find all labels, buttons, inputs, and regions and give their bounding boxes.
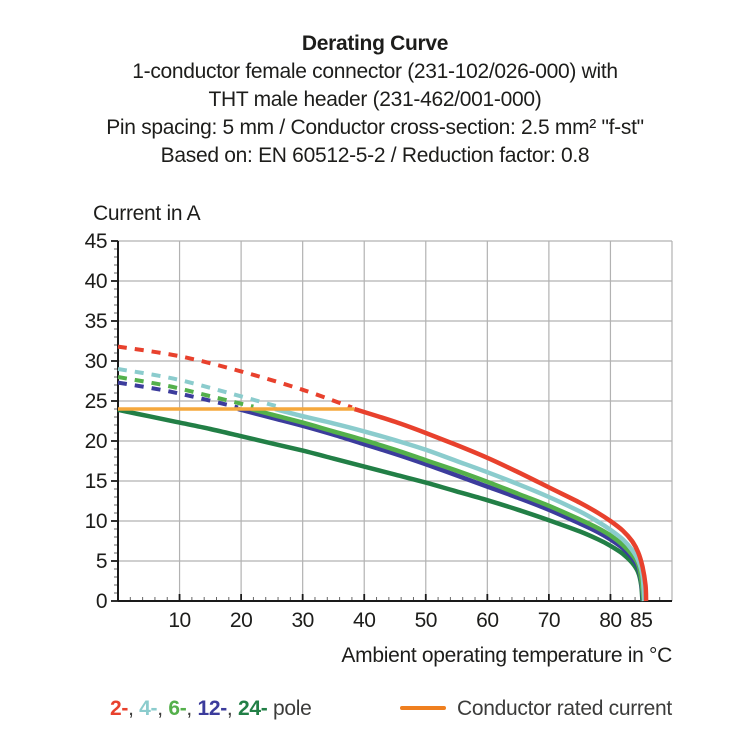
- legend-pole-12: 12-: [197, 697, 227, 720]
- y-tick-label: 40: [85, 270, 107, 293]
- y-tick-label: 25: [85, 390, 107, 413]
- y-tick-label: 45: [85, 230, 107, 253]
- x-tick-label: 60: [476, 609, 498, 632]
- y-tick-label: 10: [85, 510, 107, 533]
- axes: [117, 241, 672, 602]
- curve-4-pole-reduced-curve: [274, 406, 647, 602]
- curve-24-pole-reduced-curve: [117, 407, 645, 602]
- legend-pole-4: 4-: [139, 697, 158, 720]
- y-tick-label: 15: [85, 470, 107, 493]
- legend-pole-separator: ,: [128, 697, 140, 720]
- curve-2-pole-derating-curve: [117, 344, 353, 410]
- curve-2-pole-reduced-curve: [353, 406, 649, 602]
- chart-title: Derating Curve: [301, 32, 449, 55]
- legend-poles: 2-, 4-, 6-, 12-, 24- pole: [110, 697, 312, 721]
- y-tick-label: 0: [96, 590, 107, 613]
- legend-pole-separator: ,: [157, 697, 169, 720]
- subtitle-line: Pin spacing: 5 mm / Conductor cross-sect…: [106, 116, 644, 139]
- x-tick-label: 85: [630, 609, 652, 632]
- legend-pole-separator: ,: [226, 697, 238, 720]
- y-axis-title: Current in A: [93, 202, 201, 225]
- tick-labels: 10 20 30 40 50 60 70 80 85 0 5 10 15 20 25 30 35 40 45 Ambi…: [85, 230, 673, 667]
- curve-6-pole-derating-curve: [117, 375, 254, 409]
- legend-pole-24: 24-: [238, 697, 268, 720]
- legend-pole-separator: ,: [186, 697, 198, 720]
- subtitle-line: Based on: EN 60512-5-2 / Reduction facto…: [160, 144, 590, 167]
- subtitle-line: THT male header (231-462/001-000): [208, 88, 542, 111]
- x-tick-label: 20: [230, 609, 252, 632]
- x-tick-label: 50: [415, 609, 437, 632]
- series: [117, 344, 649, 602]
- subtitle-line: 1-conductor female connector (231-102/02…: [132, 60, 618, 83]
- y-tick-label: 20: [85, 430, 107, 453]
- x-axis-title: Ambient operating temperature in °C: [341, 644, 672, 667]
- chart-subtitle: 1-conductor female connector (231-102/02…: [0, 58, 750, 170]
- legend-pole-separator: pole: [267, 697, 312, 720]
- legend-rated-current: Conductor rated current: [400, 697, 672, 721]
- chart-header: Derating Curve 1-conductor female connec…: [0, 30, 750, 170]
- y-tick-label: 5: [96, 550, 107, 573]
- y-tick-label: 30: [85, 350, 107, 373]
- x-tick-label: 30: [291, 609, 313, 632]
- x-tick-label: 70: [538, 609, 560, 632]
- x-tick-label: 10: [168, 609, 190, 632]
- y-tick-label: 35: [85, 310, 107, 333]
- curve-4-pole-derating-curve: [117, 367, 279, 409]
- legend-pole-6: 6-: [168, 697, 187, 720]
- curve-6-pole-reduced-curve: [250, 406, 646, 602]
- legend-pole-2: 2-: [110, 697, 129, 720]
- rated-current-line-swatch: [400, 705, 446, 710]
- curve-12-pole-derating-curve: [117, 380, 239, 410]
- x-tick-label: 80: [599, 609, 621, 632]
- rated-current-label: Conductor rated current: [457, 697, 672, 720]
- x-tick-label: 40: [353, 609, 375, 632]
